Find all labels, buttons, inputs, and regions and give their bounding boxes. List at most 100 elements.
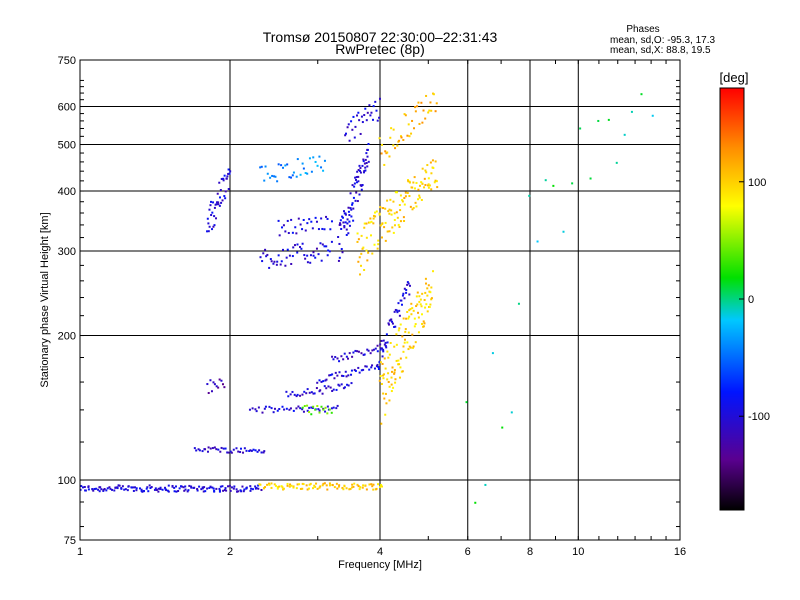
data-point (344, 221, 347, 224)
data-point (388, 208, 391, 211)
data-point (215, 203, 218, 206)
data-point (316, 487, 319, 490)
data-point (380, 339, 383, 342)
data-point (344, 132, 347, 135)
data-point (322, 408, 325, 411)
data-point (379, 361, 382, 364)
data-point (202, 490, 205, 493)
data-point (402, 350, 405, 353)
data-point (405, 356, 408, 359)
data-point (111, 488, 114, 491)
data-point (370, 220, 373, 223)
data-point (355, 191, 358, 194)
data-point (320, 217, 323, 220)
data-point (206, 487, 209, 490)
data-point (392, 200, 395, 203)
data-point (328, 408, 331, 411)
data-point (403, 197, 406, 200)
data-point (326, 254, 329, 257)
data-point (291, 231, 294, 234)
data-point (182, 486, 185, 489)
data-point (219, 485, 222, 488)
data-point (332, 358, 335, 361)
data-point (382, 392, 385, 395)
data-point (215, 385, 218, 388)
data-point (263, 407, 266, 410)
data-point (376, 344, 379, 347)
data-point (393, 369, 396, 372)
data-point (304, 229, 307, 232)
data-point (359, 486, 362, 489)
data-point (423, 322, 426, 325)
data-point (109, 487, 112, 490)
data-point (373, 211, 376, 214)
data-point (367, 251, 370, 254)
data-point (491, 352, 494, 355)
data-point (249, 489, 252, 492)
data-point (354, 125, 357, 128)
data-point (422, 109, 425, 112)
data-point (221, 383, 224, 386)
data-point (432, 270, 435, 273)
data-point (517, 302, 520, 305)
data-point (357, 485, 360, 488)
data-point (375, 210, 378, 213)
data-point (324, 379, 327, 382)
data-point (219, 189, 222, 192)
data-point (385, 402, 388, 405)
data-point (411, 119, 414, 122)
data-point (427, 184, 430, 187)
data-point (401, 370, 404, 373)
data-point (190, 486, 193, 489)
data-point (384, 367, 387, 370)
data-point (284, 164, 287, 167)
data-point (379, 224, 382, 227)
data-point (348, 220, 351, 223)
data-point (390, 318, 393, 321)
data-point (360, 188, 363, 191)
data-point (318, 411, 321, 414)
data-point (331, 484, 334, 487)
data-point (268, 266, 271, 269)
data-point (589, 177, 592, 180)
data-point (392, 128, 395, 131)
data-point (243, 488, 246, 491)
x-tick-label: 4 (377, 546, 383, 558)
data-point (426, 287, 429, 290)
data-point (378, 116, 381, 119)
data-point (432, 93, 435, 96)
data-point (424, 117, 427, 120)
data-point (279, 263, 282, 266)
data-point (315, 247, 318, 250)
data-point (354, 349, 357, 352)
data-point (371, 349, 374, 352)
data-point (339, 219, 342, 222)
data-point (408, 135, 411, 138)
data-point (351, 128, 354, 131)
data-point (412, 345, 415, 348)
data-point (361, 486, 364, 489)
data-point (413, 127, 416, 130)
data-point (354, 178, 357, 181)
data-point (365, 365, 368, 368)
colorbar-tick-label: 0 (748, 294, 754, 306)
data-point (218, 489, 221, 492)
data-point (390, 390, 393, 393)
data-point (321, 243, 324, 246)
data-point (142, 490, 145, 493)
data-point (426, 294, 429, 297)
data-point (381, 222, 384, 225)
data-point (358, 193, 361, 196)
data-point (216, 201, 219, 204)
data-point (209, 204, 212, 207)
data-point (359, 167, 362, 170)
data-point (369, 114, 372, 117)
data-point (270, 486, 273, 489)
data-point (251, 407, 254, 410)
data-point (367, 160, 370, 163)
data-point (210, 214, 213, 217)
data-point (223, 386, 226, 389)
data-point (403, 113, 406, 116)
data-point (418, 122, 421, 125)
data-point (390, 370, 393, 373)
